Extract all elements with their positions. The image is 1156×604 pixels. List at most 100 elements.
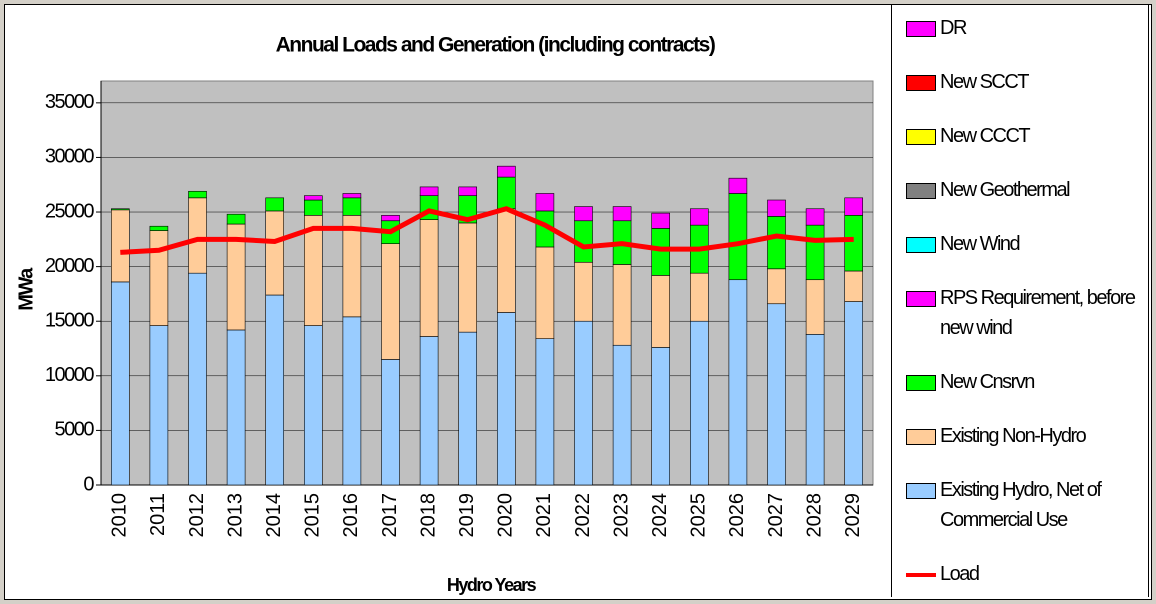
bar-segment bbox=[496, 176, 516, 210]
y-tick-label: 30000 bbox=[45, 146, 94, 168]
bar-segment bbox=[342, 316, 362, 486]
bar-segment bbox=[651, 228, 671, 276]
legend-swatch bbox=[906, 21, 936, 37]
bar-segment bbox=[496, 165, 516, 178]
bar-segment bbox=[651, 275, 671, 348]
y-tick-label: 15000 bbox=[45, 309, 94, 331]
legend-item: New CCCT bbox=[906, 121, 1144, 151]
bar-segment bbox=[419, 186, 439, 196]
bar-segment bbox=[188, 190, 207, 199]
x-tick-label: 2020 bbox=[495, 493, 517, 538]
bar-segment bbox=[767, 216, 786, 270]
legend-item: RPS Requirement, before new wind bbox=[906, 283, 1144, 343]
legend-label: New Wind bbox=[940, 233, 1021, 255]
legend-label: New Geothermal bbox=[940, 179, 1071, 201]
bar-segment bbox=[535, 338, 555, 486]
bar-segment bbox=[342, 197, 362, 216]
bar-segment bbox=[805, 279, 825, 335]
legend-label: New SCCT bbox=[940, 71, 1030, 93]
x-tick-label: 2028 bbox=[803, 493, 825, 538]
x-tick-label: 2022 bbox=[572, 493, 594, 538]
y-tick-label: 35000 bbox=[45, 91, 94, 113]
legend-label: Existing Hydro, Net of Commercial Use bbox=[940, 479, 1102, 531]
bar-segment bbox=[612, 206, 632, 222]
bar-segment bbox=[689, 320, 709, 486]
bar-segment bbox=[111, 208, 130, 211]
bar-segment bbox=[381, 359, 400, 486]
x-tick-label: 2017 bbox=[379, 493, 401, 538]
legend-label: New CCCT bbox=[940, 125, 1031, 147]
x-tick-label: 2011 bbox=[147, 493, 169, 536]
legend-item: Load bbox=[906, 559, 1144, 589]
bar-segment bbox=[574, 320, 593, 486]
bar-segment bbox=[535, 246, 555, 339]
legend: DR New SCCT New CCCT New Geothermal New Wind… bbox=[891, 5, 1149, 597]
bar-segment bbox=[149, 325, 169, 486]
legend-label: New Cnsrvn bbox=[940, 371, 1035, 393]
y-tick-label: 20000 bbox=[45, 255, 94, 277]
bar-segment bbox=[265, 210, 285, 296]
x-tick-label: 2015 bbox=[302, 493, 324, 538]
bar-segment bbox=[496, 312, 516, 486]
bar-segment bbox=[496, 208, 516, 313]
bar-segment bbox=[419, 336, 439, 486]
bar-segment bbox=[303, 199, 323, 216]
x-tick-label: 2027 bbox=[765, 493, 787, 538]
legend-swatch bbox=[906, 291, 936, 307]
plot-area bbox=[100, 80, 874, 486]
load-line bbox=[120, 206, 854, 255]
bar-segment bbox=[226, 329, 246, 486]
bar-segment bbox=[226, 213, 246, 225]
x-tick-label: 2019 bbox=[456, 493, 478, 538]
bar-segment bbox=[728, 279, 748, 486]
bar-segment bbox=[689, 208, 709, 226]
bar-segment bbox=[458, 222, 478, 333]
bar-segment bbox=[805, 224, 825, 281]
bar-segment bbox=[111, 209, 130, 283]
bar-segment bbox=[651, 212, 671, 229]
x-tick-label: 2012 bbox=[186, 493, 208, 538]
legend-swatch bbox=[906, 183, 936, 199]
legend-item: New Cnsrvn bbox=[906, 367, 1144, 397]
x-tick-label: 2026 bbox=[726, 493, 748, 538]
bar-segment bbox=[728, 193, 748, 281]
y-tick-label: 5000 bbox=[55, 419, 95, 441]
bar-segment bbox=[381, 243, 400, 360]
bar-segment bbox=[535, 193, 555, 212]
x-tick-label: 2024 bbox=[649, 493, 671, 538]
bar-segment bbox=[844, 270, 864, 302]
bar-segment bbox=[111, 281, 130, 486]
x-tick-label: 2014 bbox=[263, 493, 285, 538]
bar-segment bbox=[149, 225, 169, 231]
chart-title: Annual Loads and Generation (including c… bbox=[276, 34, 715, 57]
legend-swatch bbox=[906, 573, 936, 577]
y-tick-label: 0 bbox=[83, 473, 94, 495]
bar-segment bbox=[342, 193, 362, 199]
legend-item: New SCCT bbox=[906, 67, 1144, 97]
legend-swatch bbox=[906, 375, 936, 391]
legend-swatch bbox=[906, 483, 936, 499]
bar-segment bbox=[767, 303, 786, 486]
bar-segment bbox=[188, 272, 207, 486]
bar-segment bbox=[767, 268, 786, 305]
bar-segment bbox=[844, 197, 864, 216]
x-tick-label: 2023 bbox=[610, 493, 632, 538]
bar-segment bbox=[844, 301, 864, 486]
legend-item: New Wind bbox=[906, 229, 1144, 259]
bar-segment bbox=[574, 206, 593, 222]
legend-item: DR bbox=[906, 13, 1144, 43]
bar-segment bbox=[805, 334, 825, 486]
x-tick-label: 2016 bbox=[340, 493, 362, 538]
legend-label: Load bbox=[940, 563, 980, 585]
chart-frame: Annual Loads and Generation (including c… bbox=[4, 4, 1152, 600]
x-tick-label: 2021 bbox=[533, 493, 555, 538]
bar-segment bbox=[689, 272, 709, 322]
legend-label: DR bbox=[940, 17, 967, 39]
bar-segment bbox=[612, 344, 632, 486]
bar-segment bbox=[767, 199, 786, 217]
legend-item: New Geothermal bbox=[906, 175, 1144, 205]
legend-swatch bbox=[906, 129, 936, 145]
x-axis-title: Hydro Years bbox=[447, 575, 537, 595]
bar-segment bbox=[728, 177, 748, 194]
bar-segment bbox=[458, 331, 478, 486]
